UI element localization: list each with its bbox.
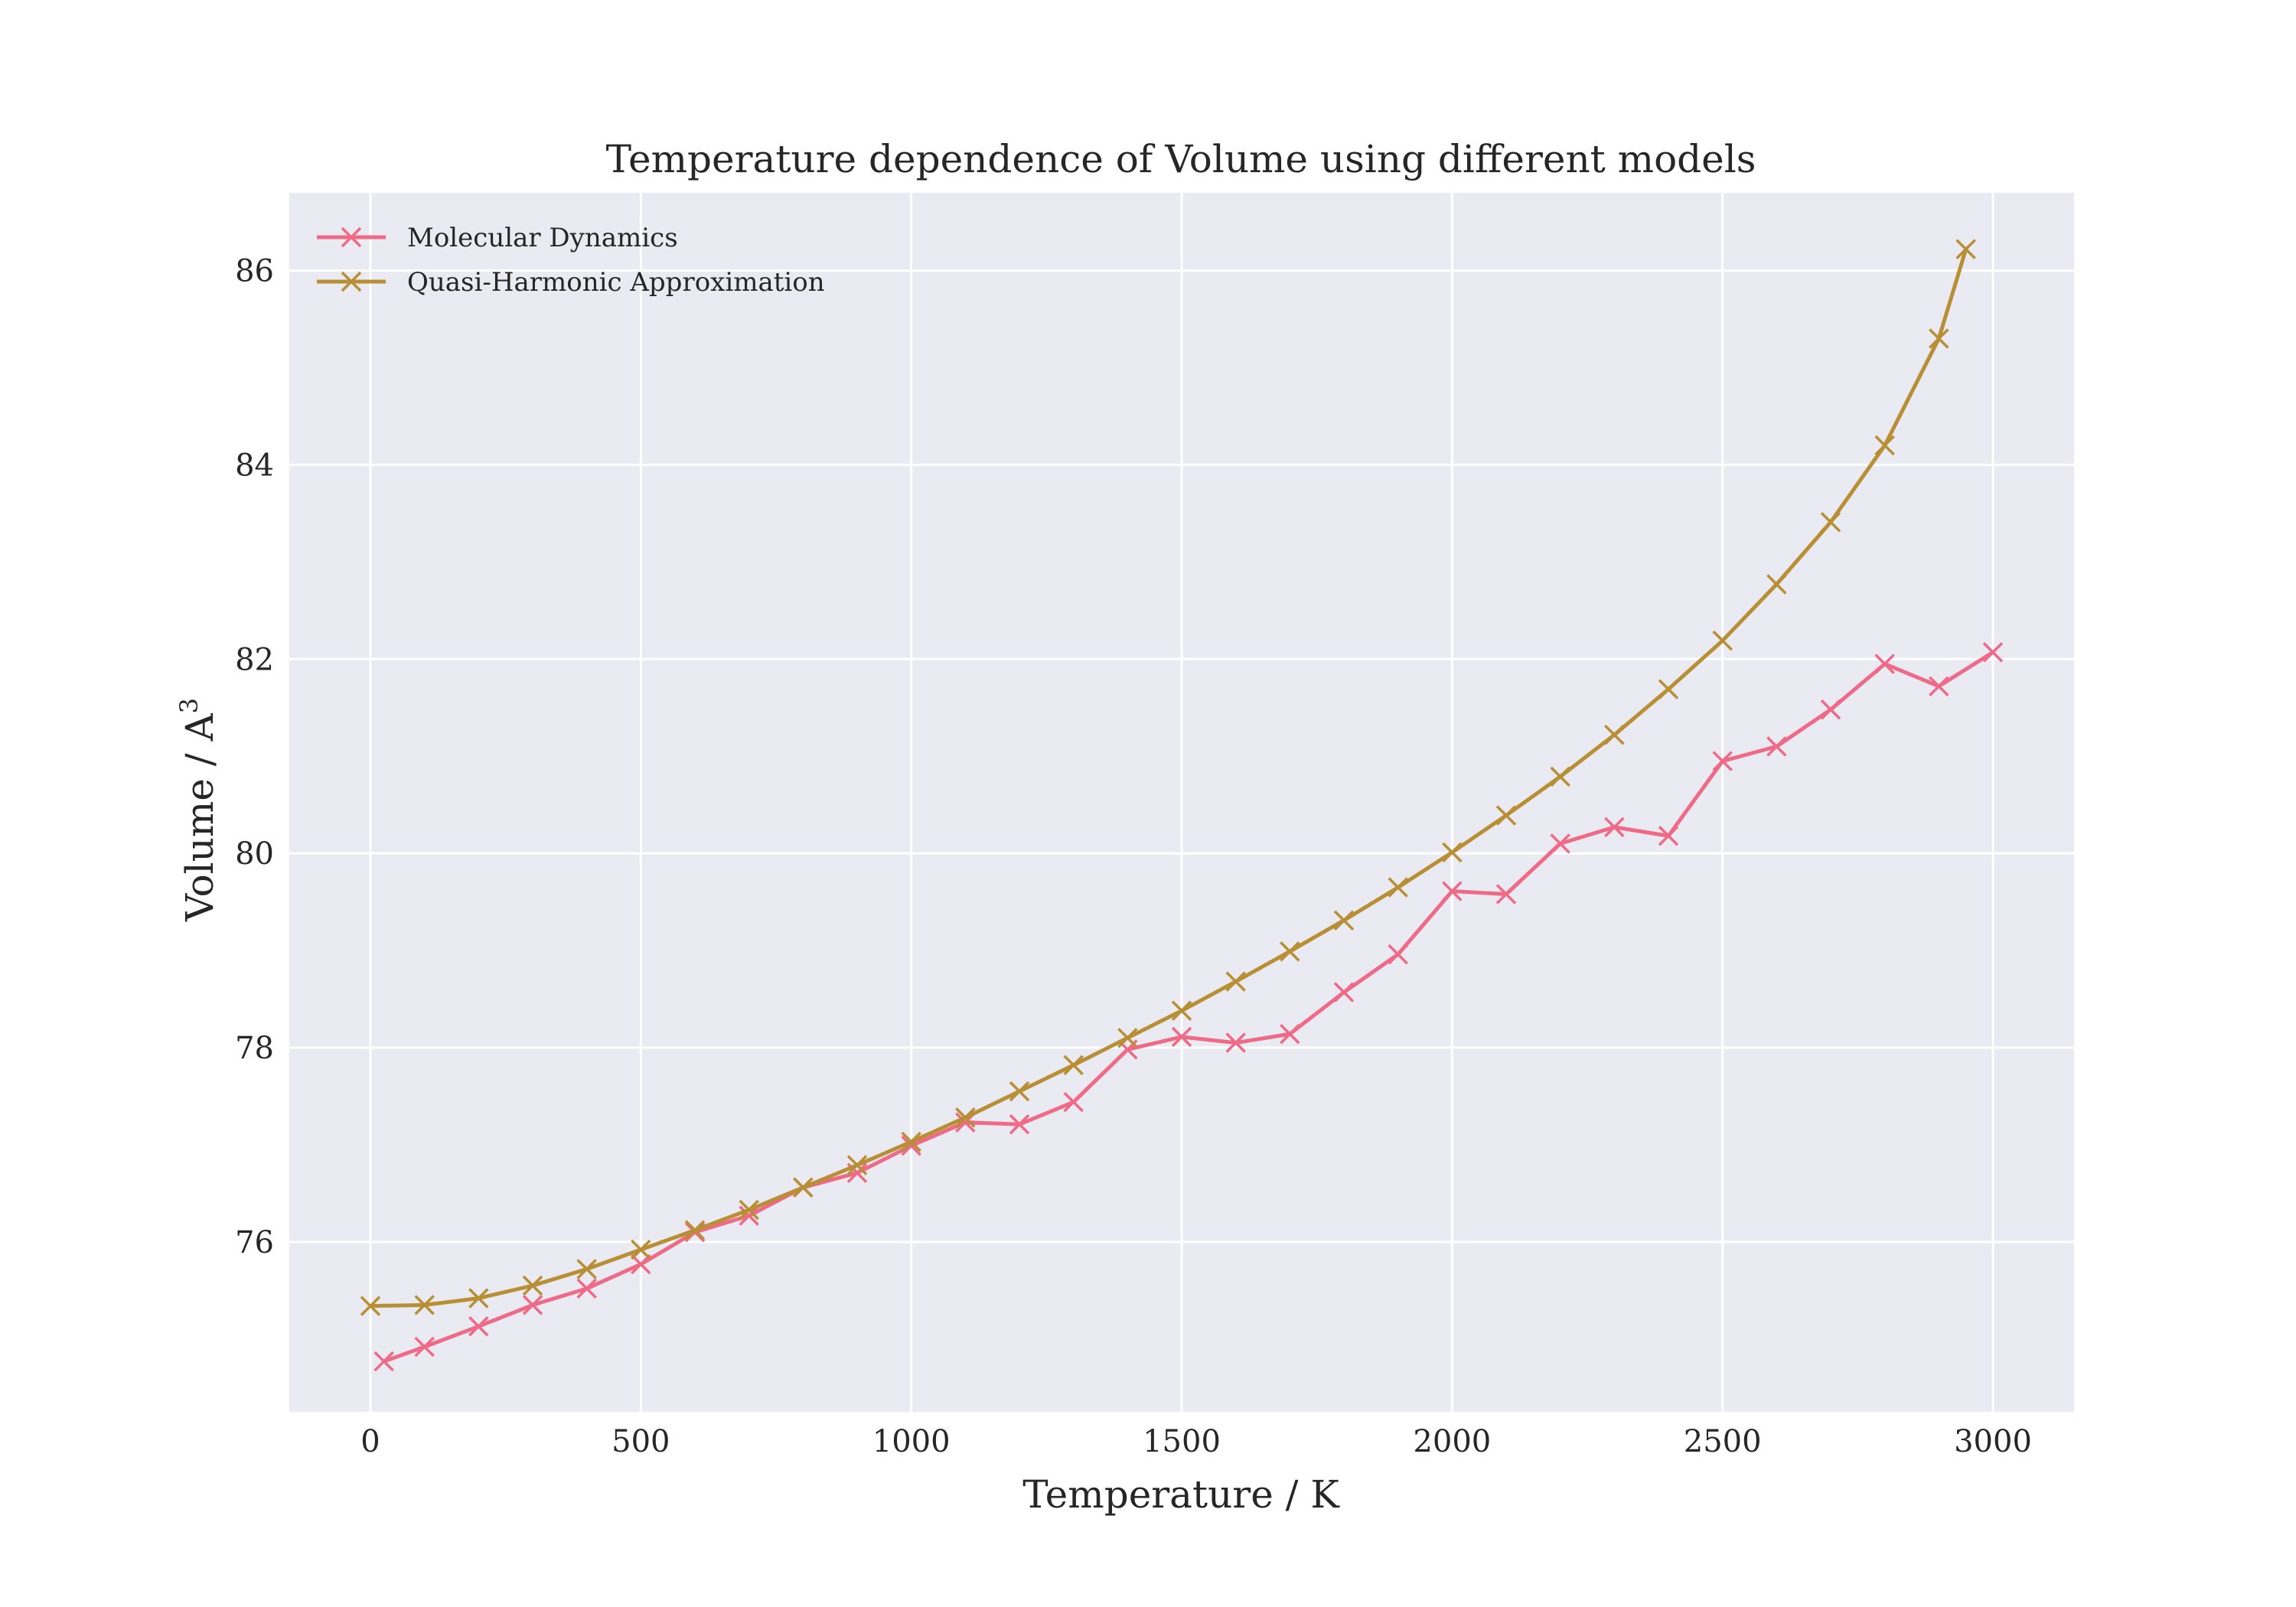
y-axis-label: Volume / A3 [174,698,222,922]
x-axis-label: Temperature / K [1022,1472,1340,1517]
data-point-marker [1063,1091,1084,1113]
x-tick-label: 500 [612,1424,670,1459]
data-point-marker [793,1177,814,1198]
data-point-marker [1495,884,1517,905]
data-point-marker [1280,941,1300,962]
data-point-marker [522,1275,543,1296]
data-point-marker [1442,842,1463,863]
data-point-marker [1874,435,1895,456]
series-quasi-harmonic-approximation [360,239,1976,1316]
data-point-marker [1712,751,1733,771]
legend-label: Molecular Dynamics [407,223,678,253]
data-point-marker [522,1295,543,1315]
data-point-marker [1604,817,1625,838]
data-point-marker [1171,1000,1192,1022]
data-point-marker [955,1107,976,1128]
data-point-marker [1820,512,1841,533]
legend-marker [341,227,362,248]
data-point-marker [1063,1054,1084,1076]
data-point-marker [1712,630,1733,651]
data-point-marker [1009,1081,1030,1102]
data-point-marker [901,1131,921,1152]
x-tick-label: 3000 [1954,1424,2032,1459]
data-point-marker [1658,679,1679,699]
x-tick-label: 2500 [1684,1424,1762,1459]
data-point-marker [373,1351,394,1372]
data-point-marker [468,1288,489,1309]
legend: Molecular Dynamics Quasi-Harmonic Approxi… [317,223,825,298]
data-point-marker [684,1220,706,1240]
x-tick-label: 0 [360,1424,380,1459]
data-point-marker [631,1253,651,1275]
data-point-marker [360,1296,381,1316]
y-axis-label-text: Volume / A [178,713,222,922]
data-point-marker [1955,239,1976,259]
data-point-marker [1495,805,1517,826]
data-point-marker [1225,1032,1246,1053]
legend-marker [341,271,362,292]
data-point-marker [1929,676,1949,697]
y-tick-label: 82 [235,642,274,677]
data-point-marker [1550,766,1570,787]
data-point-marker [1604,725,1625,745]
y-tick-label: 84 [235,448,274,483]
y-tick-label: 76 [235,1225,274,1260]
data-point-marker [1766,574,1787,595]
data-point-marker [576,1259,597,1279]
data-point-marker [1171,1026,1192,1048]
data-point-marker [1874,654,1895,674]
data-point-marker [1766,736,1787,757]
data-point-marker [1982,642,2004,663]
data-point-marker [1117,1028,1138,1048]
data-point-marker [1333,982,1355,1002]
y-tick-label: 80 [235,836,274,872]
legend-label: Quasi-Harmonic Approximation [407,267,825,298]
data-point-marker [1929,328,1949,349]
y-axis-label-superscript: 3 [174,698,204,713]
data-point-marker [846,1155,868,1175]
data-point-marker [1550,833,1570,854]
chart-title: Temperature dependence of Volume using d… [606,137,1756,181]
data-point-marker [468,1316,489,1337]
data-point-marker [739,1199,759,1221]
data-point-marker [631,1239,651,1260]
x-tick-label: 1500 [1143,1424,1221,1459]
data-point-marker [1388,877,1408,898]
data-point-marker [1225,971,1246,992]
x-tick-label: 2000 [1413,1424,1491,1459]
data-point-marker [1388,944,1408,965]
y-tick-label: 86 [235,254,274,289]
y-tick-label: 78 [235,1031,274,1066]
data-point-marker [1442,881,1463,901]
data-point-marker [1280,1023,1300,1045]
data-point-marker [1009,1114,1030,1135]
data-point-marker [1658,826,1679,846]
x-tick-label: 1000 [872,1424,951,1459]
data-point-marker [576,1278,597,1299]
data-point-marker [414,1336,435,1358]
data-point-marker [739,1205,759,1226]
data-point-marker [1820,699,1841,720]
data-point-marker [414,1295,435,1315]
data-point-marker [1333,910,1355,931]
